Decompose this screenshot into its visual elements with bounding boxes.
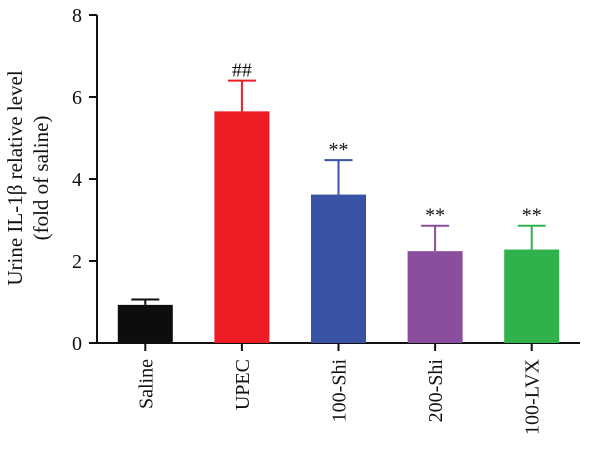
bar xyxy=(504,249,560,343)
x-tick-label: UPEC xyxy=(232,359,254,410)
y-axis-title-line2: (fold of saline) xyxy=(29,116,53,241)
bar xyxy=(311,194,366,343)
bar xyxy=(407,251,463,343)
significance-marker: ** xyxy=(425,205,445,227)
y-tick-label: 0 xyxy=(72,333,82,355)
bar xyxy=(117,304,173,343)
x-tick-label: 100-Shi xyxy=(329,359,351,423)
significance-marker: ## xyxy=(232,60,252,82)
error-bars xyxy=(131,79,546,305)
x-axis xyxy=(97,342,580,351)
y-axis-title: Urine IL-1β relative level (fold of sali… xyxy=(3,70,53,285)
y-axis: 0 2 4 6 8 xyxy=(72,5,98,355)
y-tick-label: 6 xyxy=(72,87,82,109)
x-tick-label: 200-Shi xyxy=(425,359,447,423)
significance-marker: ** xyxy=(329,139,349,161)
x-tick-label: 100-LVX xyxy=(522,358,544,434)
y-tick-label: 8 xyxy=(72,5,82,27)
y-axis-title-line1: Urine IL-1β relative level xyxy=(3,70,27,285)
bar xyxy=(214,111,270,343)
y-tick-label: 2 xyxy=(72,251,82,273)
bars xyxy=(117,111,560,343)
y-tick-label: 4 xyxy=(72,169,82,191)
x-tick-label: Saline xyxy=(135,359,157,409)
significance-markers: ## ** ** ** xyxy=(232,60,542,227)
x-tick-labels: Saline UPEC 100-Shi 200-Shi 100-LVX xyxy=(135,358,543,434)
significance-marker: ** xyxy=(522,205,542,227)
